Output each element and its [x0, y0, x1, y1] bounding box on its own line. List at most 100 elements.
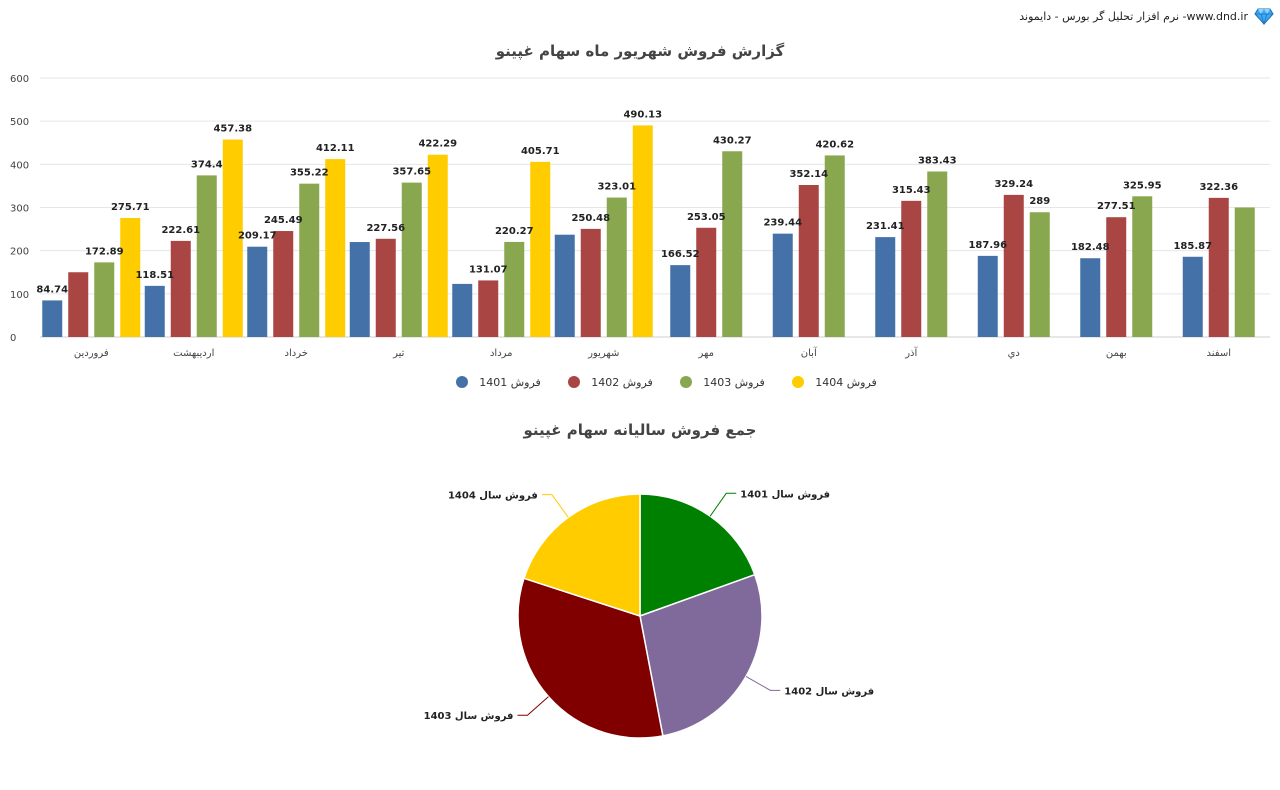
data-label: 227.56 — [366, 223, 405, 234]
bar — [1208, 197, 1229, 337]
pie-chart-slices — [517, 493, 763, 739]
bar — [452, 283, 473, 337]
data-label: 209.17 — [238, 231, 277, 242]
bar — [670, 265, 691, 337]
bar — [196, 175, 217, 337]
bar — [375, 238, 396, 337]
bar — [1132, 196, 1153, 337]
bar — [606, 197, 627, 337]
bar-chart-bars — [42, 125, 1255, 337]
data-label: 490.13 — [623, 109, 662, 120]
legend-label: فروش 1404 — [815, 376, 877, 389]
bar — [1029, 212, 1050, 337]
pie-leader-line — [541, 494, 569, 518]
x-tick-label: شهریور — [587, 348, 619, 359]
monthly-sales-bar-chart: گزارش فروش شهریور ماه سهام غپینو 0 100 200… — [10, 42, 1270, 389]
data-label: 352.14 — [789, 169, 828, 180]
data-label: 231.41 — [866, 221, 905, 232]
bar — [580, 228, 601, 337]
bar — [247, 246, 268, 337]
data-label: 166.52 — [661, 249, 700, 260]
legend-label: فروش 1401 — [479, 376, 541, 389]
bar — [349, 242, 370, 337]
pie-slice — [523, 493, 641, 618]
bar — [554, 234, 575, 337]
data-label: 220.27 — [495, 226, 534, 237]
data-label: 329.24 — [994, 179, 1033, 190]
bar-chart-title: گزارش فروش شهریور ماه سهام غپینو — [495, 42, 785, 61]
bar-chart-data-labels: 84.74 172.89 275.71 118.51 222.61 374.4 457.38… — [36, 109, 1238, 295]
bar — [798, 184, 819, 337]
bar — [1182, 256, 1203, 337]
data-label: 275.71 — [111, 202, 150, 213]
bar-chart-legend: فروش 1401 فروش 1402 فروش 1403 فروش 1404 — [456, 376, 877, 389]
legend-item: فروش 1404 — [792, 376, 877, 389]
bar — [722, 151, 743, 337]
data-label: 245.49 — [264, 215, 303, 226]
pie-slice-label: فروش سال 1404 — [448, 491, 538, 502]
data-label: 182.48 — [1071, 242, 1110, 253]
pie-leader-line — [745, 676, 781, 691]
x-tick-label: آبان — [801, 346, 818, 359]
bar — [273, 231, 294, 337]
app-header-text: نرم افزار تحلیل گر بورس - دایموند -www.d… — [1019, 9, 1248, 23]
data-label: 422.29 — [418, 139, 457, 150]
data-label: 187.96 — [968, 240, 1007, 251]
bar — [299, 183, 320, 337]
bar — [1234, 207, 1255, 337]
bar — [1106, 217, 1127, 337]
data-label: 325.95 — [1123, 180, 1162, 191]
bar — [94, 262, 115, 337]
x-tick-label: دي — [1008, 348, 1020, 359]
data-label: 355.22 — [290, 168, 329, 179]
legend-item: فروش 1402 — [568, 376, 653, 389]
bar — [68, 272, 89, 337]
legend-item: فروش 1401 — [456, 376, 541, 389]
bar — [875, 237, 896, 337]
x-tick-label: فروردین — [74, 348, 109, 359]
data-label: 253.05 — [687, 212, 726, 223]
data-label: 239.44 — [763, 218, 802, 229]
data-label: 323.01 — [597, 182, 636, 193]
bar — [427, 154, 448, 337]
bar — [530, 161, 551, 337]
pie-slice — [639, 573, 763, 737]
x-tick-label: بهمن — [1106, 348, 1127, 359]
annual-sales-pie-chart: جمع فروش سالیانه سهام غپینو فروش سال 140… — [424, 421, 875, 739]
pie-slice-label: فروش سال 1402 — [784, 686, 874, 697]
data-label: 383.43 — [918, 155, 957, 166]
pie-chart-labels: فروش سال 1401 فروش سال 1402 فروش سال 1403 ف… — [424, 489, 875, 722]
legend-marker — [792, 376, 804, 388]
x-tick-label: اردیبهشت — [173, 348, 214, 359]
x-tick-label: اسفند — [1207, 348, 1231, 359]
diamond-icon — [1254, 8, 1274, 26]
app-header: نرم افزار تحلیل گر بورس - دایموند -www.d… — [1019, 6, 1274, 26]
bar — [144, 285, 165, 337]
y-tick-label: 600 — [10, 74, 29, 85]
data-label: 374.4 — [191, 159, 223, 170]
data-label: 420.62 — [815, 139, 854, 150]
data-label: 222.61 — [161, 225, 200, 236]
bar — [1003, 194, 1024, 337]
data-label: 84.74 — [36, 284, 68, 295]
bar — [901, 200, 922, 337]
bar — [120, 217, 141, 337]
data-label: 322.36 — [1199, 182, 1238, 193]
legend-label: فروش 1403 — [703, 376, 765, 389]
data-label: 315.43 — [892, 185, 931, 196]
pie-slice — [639, 493, 756, 618]
y-tick-label: 0 — [10, 333, 16, 344]
legend-item: فروش 1403 — [680, 376, 765, 389]
x-tick-label: مرداد — [490, 348, 513, 359]
y-tick-label: 200 — [10, 247, 29, 258]
bar — [977, 255, 998, 337]
pie-leader-line — [517, 696, 549, 716]
data-label: 118.51 — [135, 270, 174, 281]
bar — [504, 241, 525, 337]
bar — [170, 240, 191, 337]
data-label: 457.38 — [213, 124, 252, 135]
data-label: 405.71 — [521, 146, 560, 157]
bar — [772, 233, 793, 337]
data-label: 250.48 — [571, 213, 610, 224]
x-tick-label: تیر — [392, 348, 405, 359]
